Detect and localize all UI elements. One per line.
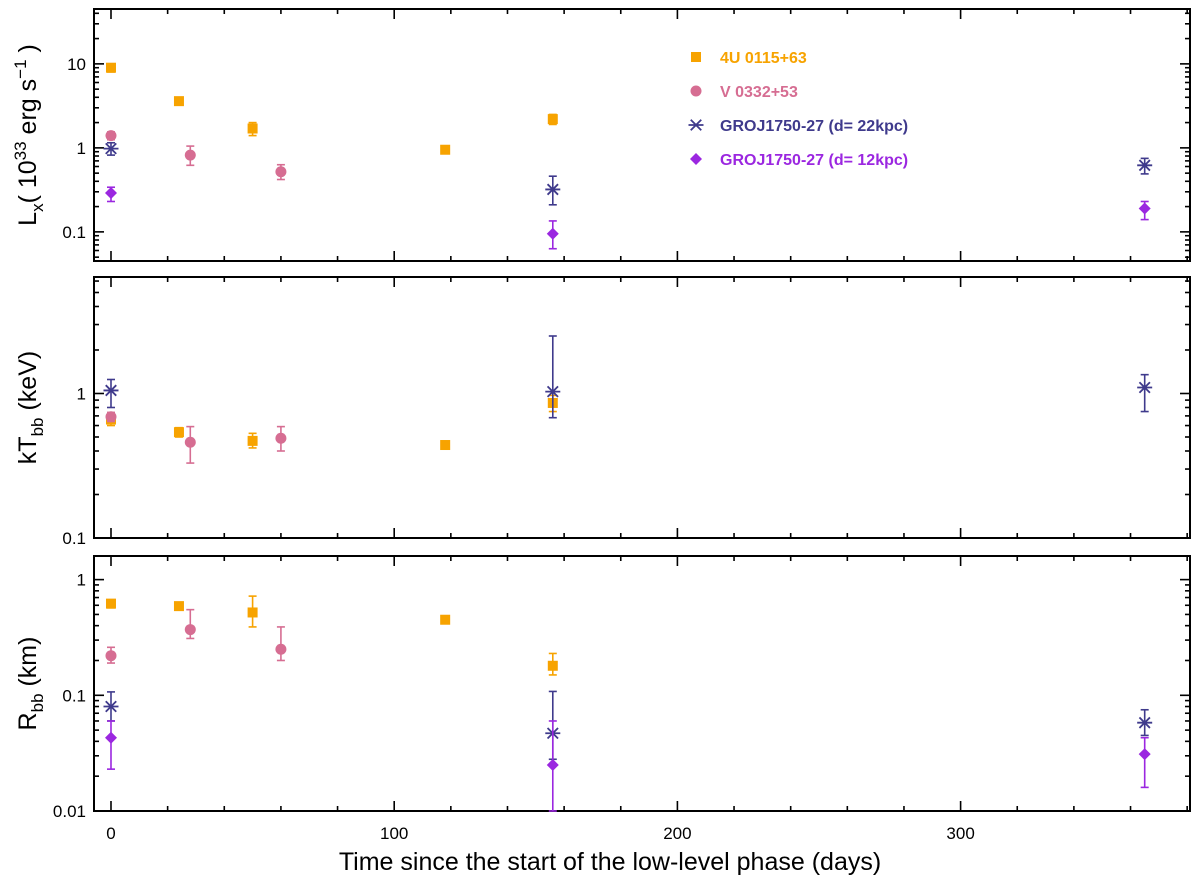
- panel-kt-frame: [93, 276, 1191, 539]
- panel-lx: 0.1 1 10 Lx( 1033 erg s−1 ): [11, 8, 1191, 262]
- panel-kt-series-4u-0115-63: [105, 394, 558, 451]
- data-point: [103, 142, 119, 155]
- data-point: [440, 614, 451, 625]
- data-point: [247, 123, 258, 134]
- panel-rbb-series-v-0332-53: [105, 608, 287, 664]
- legend: 4U 0115+63 V 0332+53 GROJ1750-27 (d= 22kpc…: [688, 50, 908, 169]
- legend-label: V 0332+53: [720, 84, 798, 101]
- legend-marker: [690, 153, 702, 165]
- data-point: [1138, 748, 1151, 761]
- data-point: [275, 432, 287, 444]
- data-point: [173, 601, 184, 612]
- data-point: [247, 607, 258, 618]
- data-point: [173, 427, 184, 438]
- legend-label: 4U 0115+63: [720, 50, 807, 67]
- x-axis-title: Time since the start of the low-level ph…: [339, 848, 881, 876]
- panel-lx-y-axis-title: Lx( 1033 erg s−1 ): [11, 44, 47, 226]
- data-point: [105, 598, 116, 609]
- panel-lx-series-groj1750-27-d-22kpc: [103, 141, 1153, 206]
- data-point: [546, 227, 559, 240]
- data-point: [1137, 159, 1153, 172]
- data-point: [104, 187, 117, 200]
- data-point: [1138, 202, 1151, 215]
- data-point: [184, 436, 196, 448]
- panel-rbb-series-4u-0115-63: [105, 595, 558, 676]
- panel-lx-ytick-label: 0.1: [62, 223, 86, 242]
- panel-lx-frame: [93, 8, 1191, 262]
- data-point: [1137, 716, 1153, 729]
- panel-rbb-series-groj1750-27-d-12kpc: [104, 720, 1151, 812]
- panel-kt-ytick-label: 0.1: [62, 529, 86, 548]
- panel-rbb-ytick-label: 1: [77, 571, 86, 590]
- panel-lx-series-groj1750-27-d-12kpc: [104, 186, 1151, 250]
- legend-marker: [691, 52, 701, 62]
- data-point: [173, 96, 184, 107]
- legend-item-groj1750-27-d-12kpc: GROJ1750-27 (d= 12kpc): [690, 152, 908, 169]
- data-point: [105, 62, 116, 73]
- panel-lx-ytick-label: 10: [67, 55, 86, 74]
- panel-rbb-ytick-label: 0.01: [53, 802, 86, 821]
- data-point: [105, 411, 117, 423]
- data-point: [440, 440, 451, 451]
- x-tick-label: 100: [380, 824, 408, 843]
- legend-label: GROJ1750-27 (d= 12kpc): [720, 152, 908, 169]
- data-point: [547, 114, 558, 125]
- data-point: [103, 384, 119, 397]
- data-point: [184, 149, 196, 161]
- data-point: [545, 385, 561, 398]
- data-point: [104, 731, 117, 744]
- data-point: [105, 130, 117, 142]
- legend-item-groj1750-27-d-22kpc: GROJ1750-27 (d= 22kpc): [688, 118, 908, 135]
- panel-kt-series-v-0332-53: [105, 411, 287, 464]
- data-point: [546, 758, 559, 771]
- data-point: [275, 643, 287, 655]
- x-tick-label: 300: [946, 824, 974, 843]
- panel-lx-series-4u-0115-63: [105, 62, 558, 155]
- panel-rbb-frame: [93, 555, 1191, 812]
- legend-label: GROJ1750-27 (d= 22kpc): [720, 118, 908, 135]
- data-point: [184, 624, 196, 636]
- data-point: [103, 700, 119, 713]
- data-point: [547, 660, 558, 671]
- panel-rbb: 0.01 0.1 1 0 100 200 300 Rbb (km): [14, 555, 1191, 843]
- panel-lx-series-v-0332-53: [105, 130, 287, 181]
- legend-item-v-0332-53: V 0332+53: [690, 84, 798, 101]
- panel-kt-y-axis-title: kTbb (keV): [14, 351, 47, 464]
- panel-kt-series-groj1750-27-d-22kpc: [103, 335, 1153, 419]
- panel-rbb-y-axis-title: Rbb (km): [14, 637, 47, 731]
- x-tick-label: 0: [106, 824, 115, 843]
- panel-lx-ytick-label: 1: [77, 139, 86, 158]
- panel-rbb-series-groj1750-27-d-22kpc: [103, 690, 1153, 761]
- x-tick-label: 200: [663, 824, 691, 843]
- data-point: [105, 650, 117, 662]
- legend-marker: [690, 85, 702, 97]
- legend-item-4u-0115-63: 4U 0115+63: [691, 50, 807, 67]
- legend-marker: [688, 119, 704, 131]
- panel-kt-ytick-label: 1: [77, 384, 86, 403]
- panel-rbb-ytick-label: 0.1: [62, 686, 86, 705]
- data-point: [247, 435, 258, 446]
- data-point: [545, 183, 561, 196]
- panel-kt: 0.1 1 kTbb (keV): [14, 276, 1191, 548]
- data-point: [440, 144, 451, 155]
- data-point: [275, 166, 287, 178]
- data-point: [1137, 381, 1153, 394]
